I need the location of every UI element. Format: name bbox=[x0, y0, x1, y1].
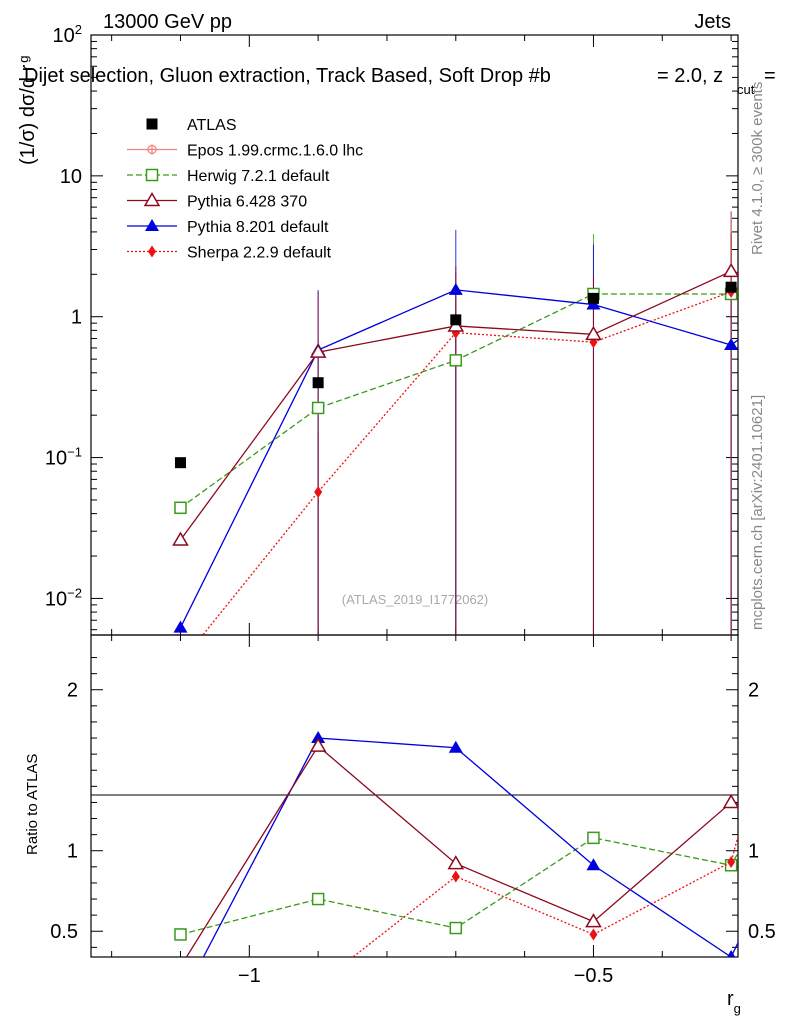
ratio-point-pythia8 bbox=[311, 731, 326, 744]
ratio-tick-label-right: 2 bbox=[748, 680, 759, 702]
data-point-pythia8 bbox=[173, 620, 188, 633]
data-point-pythia6 bbox=[172, 531, 189, 546]
ratio-point-pythia8 bbox=[727, 950, 736, 957]
data-point-pythia6 bbox=[722, 262, 738, 278]
chart-title-end: = bbox=[764, 65, 776, 87]
ratio-point-pythia6 bbox=[447, 855, 465, 870]
ratio-tick-label: 0.5 bbox=[50, 921, 78, 943]
data-point-atlas bbox=[174, 457, 186, 469]
ratio-point-pythia8 bbox=[173, 994, 187, 1006]
ratio-line-pythia8 bbox=[202, 737, 738, 957]
legend: ATLAS Epos 1.99.crmc.1.6.0 lhc Herwig 7.2.… bbox=[127, 117, 363, 262]
legend-marker-herwig bbox=[145, 168, 159, 182]
data-point-sherpa bbox=[176, 657, 184, 669]
ratio-point-sherpa bbox=[727, 856, 736, 869]
ratio-line-sherpa bbox=[352, 834, 738, 957]
legend-label: Pythia 6.428 370 bbox=[187, 194, 307, 211]
ratio-line-herwig bbox=[180, 837, 738, 936]
ratio-panel-series bbox=[173, 731, 738, 1011]
ratio-tick-label: 2 bbox=[67, 680, 78, 702]
x-tick-label: −0.5 bbox=[574, 965, 613, 987]
series-line-herwig bbox=[180, 290, 738, 509]
legend-marker-pythia6 bbox=[143, 192, 161, 207]
ratio-point-pythia6 bbox=[173, 960, 187, 972]
ratio-point-pythia6 bbox=[722, 793, 738, 809]
ratio-tick-label-right: 1 bbox=[748, 841, 759, 863]
rivet-label: Rivet 4.1.0, ≥ 300k events bbox=[749, 82, 766, 255]
main-panel-series bbox=[172, 211, 738, 669]
legend-marker-pythia8 bbox=[145, 219, 159, 231]
ratio-point-sherpa bbox=[314, 978, 322, 990]
data-point-atlas bbox=[587, 292, 599, 304]
data-point-sherpa bbox=[314, 485, 323, 498]
y-tick-label: 10 bbox=[60, 166, 82, 188]
ratio-tick-label-right: 0.5 bbox=[748, 921, 776, 943]
ratio-line-pythia6 bbox=[185, 745, 738, 957]
ratio-point-pythia6 bbox=[585, 913, 602, 928]
ratio-tick-label: 1 bbox=[67, 841, 78, 863]
ratio-point-sherpa bbox=[451, 870, 460, 883]
x-tick-label: −1 bbox=[238, 965, 261, 987]
legend-label: Herwig 7.2.1 default bbox=[187, 168, 330, 185]
ratio-point-herwig bbox=[174, 928, 187, 941]
legend-label: Sherpa 2.2.9 default bbox=[187, 245, 332, 262]
ratio-axis-label: Ratio to ATLAS bbox=[24, 754, 41, 855]
legend-label: ATLAS bbox=[187, 117, 237, 134]
series-line-pythia6 bbox=[179, 270, 738, 541]
chart-title: Dijet selection, Gluon extraction, Track… bbox=[24, 65, 551, 87]
energy-label: 13000 GeV pp bbox=[103, 11, 232, 33]
data-point-herwig bbox=[174, 501, 187, 515]
data-point-herwig bbox=[449, 354, 463, 367]
y-tick-label: 1 bbox=[71, 307, 82, 329]
y-tick-label: 10−2 bbox=[45, 585, 82, 610]
ratio-point-herwig bbox=[587, 831, 600, 845]
ratio-point-sherpa bbox=[589, 928, 598, 941]
chart-title-tail: = 2.0, z bbox=[657, 65, 723, 87]
data-point-pythia6 bbox=[309, 343, 327, 358]
y-axis-label: (1/σ) dσ/d rg bbox=[16, 56, 39, 166]
y-tick-label: 102 bbox=[53, 22, 82, 47]
ratio-point-pythia6 bbox=[309, 737, 327, 752]
ratio-point-sherpa bbox=[176, 999, 184, 1011]
data-point-herwig bbox=[311, 401, 325, 415]
analysis-watermark: (ATLAS_2019_I1772062) bbox=[342, 592, 488, 607]
legend-marker-sherpa bbox=[148, 245, 156, 258]
legend-marker-atlas bbox=[146, 118, 158, 130]
ratio-frame bbox=[90, 634, 739, 958]
ratio-point-herwig bbox=[311, 892, 325, 906]
legend-label: Epos 1.99.crmc.1.6.0 lhc bbox=[187, 143, 363, 160]
x-axis-label: rg bbox=[727, 988, 741, 1016]
ratio-point-pythia8 bbox=[448, 740, 463, 753]
data-point-atlas bbox=[725, 281, 737, 293]
axis-ticks bbox=[91, 34, 738, 957]
ratio-point-herwig bbox=[449, 921, 463, 935]
ratio-point-pythia8 bbox=[586, 858, 601, 871]
data-point-atlas bbox=[312, 377, 324, 389]
data-point-pythia8 bbox=[724, 337, 738, 350]
chart-title-sub: cut bbox=[737, 82, 755, 97]
y-tick-label: 10−1 bbox=[45, 445, 82, 470]
data-point-pythia8 bbox=[448, 282, 463, 295]
category-label: Jets bbox=[694, 11, 731, 33]
mcplots-label: mcplots.cern.ch [arXiv:2401.10621] bbox=[749, 395, 766, 630]
legend-label: Pythia 8.201 default bbox=[187, 219, 329, 236]
data-point-pythia6 bbox=[585, 325, 602, 341]
data-point-atlas bbox=[450, 314, 462, 326]
series-line-pythia8 bbox=[179, 289, 738, 628]
tick-labels: −1 −0.5 10−2 10−1 1 10 102 0.5 0.5 1 1 2 2 bbox=[45, 22, 776, 987]
